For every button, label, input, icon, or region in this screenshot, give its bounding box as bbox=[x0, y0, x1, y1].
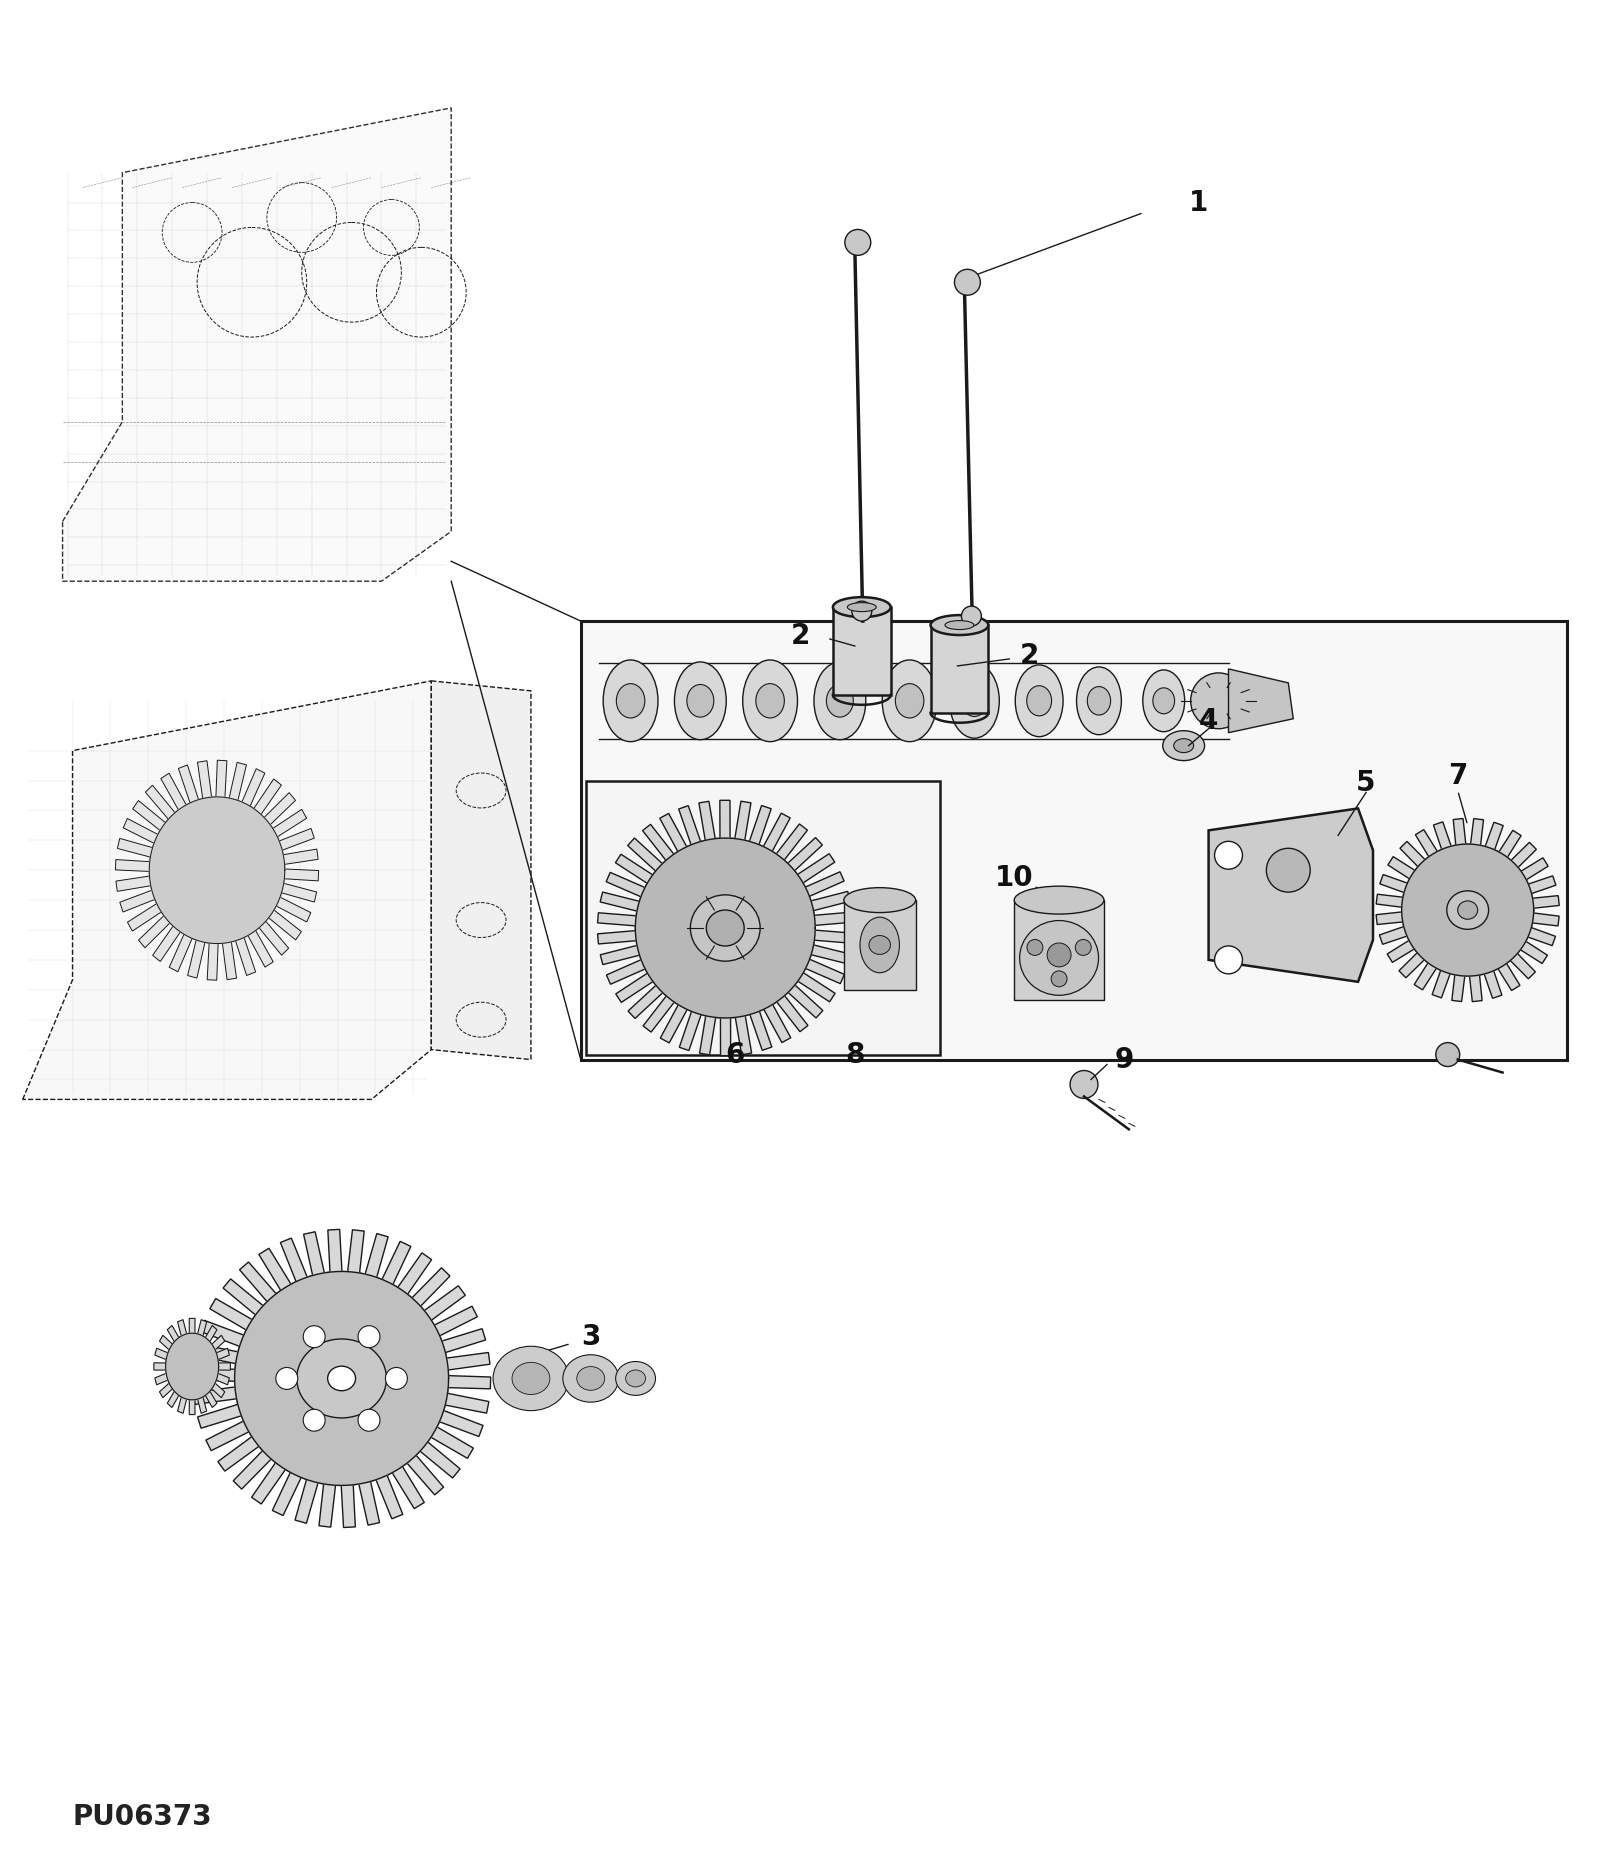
Circle shape bbox=[955, 268, 981, 295]
Circle shape bbox=[1075, 939, 1091, 956]
Text: 6: 6 bbox=[725, 1040, 746, 1068]
Ellipse shape bbox=[834, 596, 891, 617]
Circle shape bbox=[845, 229, 870, 255]
Ellipse shape bbox=[946, 621, 974, 630]
Circle shape bbox=[358, 1409, 379, 1432]
Polygon shape bbox=[432, 680, 531, 1059]
Circle shape bbox=[1214, 945, 1243, 973]
Ellipse shape bbox=[1458, 900, 1478, 919]
Ellipse shape bbox=[576, 1366, 605, 1391]
Ellipse shape bbox=[1016, 665, 1062, 736]
Ellipse shape bbox=[843, 887, 915, 913]
Text: 2: 2 bbox=[790, 623, 810, 651]
Polygon shape bbox=[1402, 844, 1534, 977]
Ellipse shape bbox=[742, 660, 797, 742]
Ellipse shape bbox=[814, 662, 866, 740]
Polygon shape bbox=[1376, 818, 1560, 1001]
Bar bbox=[834, 608, 891, 695]
Text: 8: 8 bbox=[845, 1040, 864, 1068]
Ellipse shape bbox=[931, 615, 989, 636]
Text: 7: 7 bbox=[1448, 762, 1467, 790]
Circle shape bbox=[962, 606, 981, 626]
Polygon shape bbox=[22, 680, 432, 1100]
Circle shape bbox=[1435, 1042, 1459, 1066]
Ellipse shape bbox=[328, 1366, 355, 1391]
Polygon shape bbox=[62, 108, 451, 582]
Circle shape bbox=[1190, 673, 1246, 729]
Polygon shape bbox=[1229, 669, 1293, 733]
Circle shape bbox=[1046, 943, 1070, 967]
Text: PU06373: PU06373 bbox=[72, 1802, 213, 1830]
Ellipse shape bbox=[512, 1363, 550, 1394]
Ellipse shape bbox=[859, 917, 899, 973]
Ellipse shape bbox=[1088, 686, 1110, 716]
Ellipse shape bbox=[1142, 669, 1184, 733]
Circle shape bbox=[1214, 841, 1243, 869]
Circle shape bbox=[1266, 848, 1310, 893]
Ellipse shape bbox=[848, 602, 877, 611]
Circle shape bbox=[358, 1325, 379, 1348]
Polygon shape bbox=[597, 800, 853, 1055]
Text: 2: 2 bbox=[1019, 641, 1038, 669]
Ellipse shape bbox=[1019, 921, 1099, 995]
Circle shape bbox=[851, 602, 872, 621]
Ellipse shape bbox=[603, 660, 658, 742]
Ellipse shape bbox=[882, 660, 938, 742]
Ellipse shape bbox=[493, 1346, 570, 1411]
Ellipse shape bbox=[962, 686, 987, 716]
Ellipse shape bbox=[616, 1361, 656, 1396]
Polygon shape bbox=[166, 1333, 219, 1400]
Polygon shape bbox=[235, 1271, 448, 1486]
Ellipse shape bbox=[296, 1338, 387, 1419]
Ellipse shape bbox=[690, 895, 760, 962]
Bar bbox=[931, 624, 989, 712]
Text: 9: 9 bbox=[1114, 1046, 1133, 1074]
Ellipse shape bbox=[896, 684, 923, 718]
Text: 5: 5 bbox=[1357, 768, 1376, 796]
Bar bbox=[1014, 900, 1104, 999]
Polygon shape bbox=[154, 1318, 230, 1415]
Circle shape bbox=[275, 1368, 298, 1389]
Ellipse shape bbox=[686, 684, 714, 718]
Circle shape bbox=[386, 1368, 408, 1389]
Polygon shape bbox=[635, 839, 814, 1018]
Circle shape bbox=[1027, 939, 1043, 956]
Ellipse shape bbox=[1014, 885, 1104, 913]
Ellipse shape bbox=[755, 684, 784, 718]
Ellipse shape bbox=[1027, 686, 1051, 716]
Ellipse shape bbox=[616, 684, 645, 718]
Ellipse shape bbox=[675, 662, 726, 740]
Polygon shape bbox=[586, 781, 939, 1055]
Ellipse shape bbox=[1077, 667, 1122, 734]
Ellipse shape bbox=[1163, 731, 1205, 761]
Polygon shape bbox=[192, 1230, 491, 1527]
Ellipse shape bbox=[706, 910, 744, 947]
Text: 4: 4 bbox=[1198, 706, 1218, 734]
Polygon shape bbox=[115, 761, 318, 980]
Ellipse shape bbox=[826, 684, 853, 718]
Circle shape bbox=[1051, 971, 1067, 986]
Ellipse shape bbox=[1446, 891, 1488, 930]
Ellipse shape bbox=[949, 664, 1000, 738]
Text: 10: 10 bbox=[995, 865, 1034, 893]
Circle shape bbox=[304, 1409, 325, 1432]
Ellipse shape bbox=[1154, 688, 1174, 714]
Polygon shape bbox=[843, 900, 915, 990]
Circle shape bbox=[304, 1325, 325, 1348]
Polygon shape bbox=[581, 621, 1568, 1059]
Ellipse shape bbox=[1174, 738, 1194, 753]
Circle shape bbox=[1070, 1070, 1098, 1098]
Ellipse shape bbox=[869, 936, 891, 954]
Ellipse shape bbox=[626, 1370, 645, 1387]
Text: 1: 1 bbox=[1189, 188, 1208, 216]
Ellipse shape bbox=[563, 1355, 619, 1402]
Polygon shape bbox=[1208, 809, 1373, 982]
Polygon shape bbox=[149, 798, 285, 943]
Text: 3: 3 bbox=[581, 1323, 600, 1351]
